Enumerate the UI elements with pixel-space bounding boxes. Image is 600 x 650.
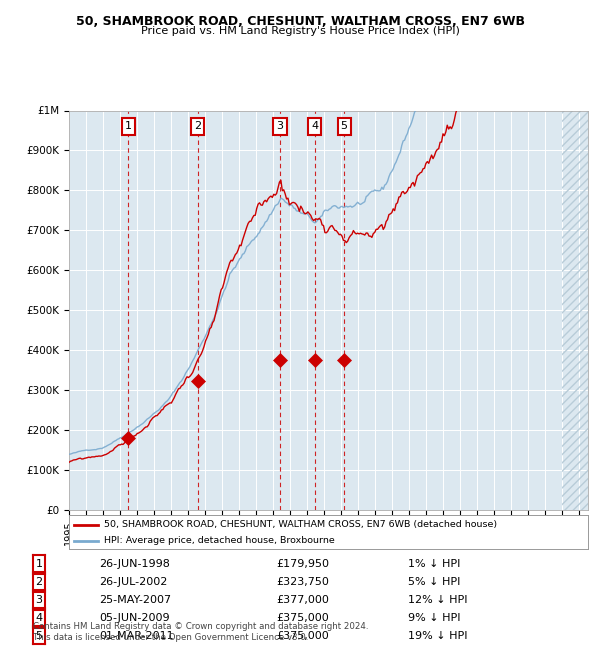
Text: 4: 4: [311, 122, 318, 131]
Text: Contains HM Land Registry data © Crown copyright and database right 2024.
This d: Contains HM Land Registry data © Crown c…: [33, 622, 368, 642]
Text: Price paid vs. HM Land Registry's House Price Index (HPI): Price paid vs. HM Land Registry's House …: [140, 26, 460, 36]
Text: 12% ↓ HPI: 12% ↓ HPI: [408, 595, 467, 605]
Text: 50, SHAMBROOK ROAD, CHESHUNT, WALTHAM CROSS, EN7 6WB (detached house): 50, SHAMBROOK ROAD, CHESHUNT, WALTHAM CR…: [104, 521, 497, 529]
Text: 2: 2: [35, 577, 43, 587]
Text: 19% ↓ HPI: 19% ↓ HPI: [408, 631, 467, 642]
Text: 2: 2: [194, 122, 202, 131]
Text: 1: 1: [125, 122, 132, 131]
Text: 5: 5: [341, 122, 347, 131]
Text: £179,950: £179,950: [276, 558, 329, 569]
Text: 05-JUN-2009: 05-JUN-2009: [99, 613, 170, 623]
Text: 9% ↓ HPI: 9% ↓ HPI: [408, 613, 461, 623]
Text: 50, SHAMBROOK ROAD, CHESHUNT, WALTHAM CROSS, EN7 6WB: 50, SHAMBROOK ROAD, CHESHUNT, WALTHAM CR…: [76, 15, 524, 28]
Text: HPI: Average price, detached house, Broxbourne: HPI: Average price, detached house, Brox…: [104, 536, 335, 545]
Text: 3: 3: [35, 595, 43, 605]
Text: £375,000: £375,000: [276, 613, 329, 623]
Text: 1: 1: [35, 558, 43, 569]
Text: 3: 3: [277, 122, 284, 131]
Text: £375,000: £375,000: [276, 631, 329, 642]
Text: £377,000: £377,000: [276, 595, 329, 605]
Text: £323,750: £323,750: [276, 577, 329, 587]
Text: 5% ↓ HPI: 5% ↓ HPI: [408, 577, 460, 587]
Text: 25-MAY-2007: 25-MAY-2007: [99, 595, 171, 605]
Text: 26-JUL-2002: 26-JUL-2002: [99, 577, 167, 587]
Text: 4: 4: [35, 613, 43, 623]
Text: 5: 5: [35, 631, 43, 642]
Bar: [562, 71, 596, 510]
Text: 01-MAR-2011: 01-MAR-2011: [99, 631, 173, 642]
Text: 1% ↓ HPI: 1% ↓ HPI: [408, 558, 460, 569]
Text: 26-JUN-1998: 26-JUN-1998: [99, 558, 170, 569]
